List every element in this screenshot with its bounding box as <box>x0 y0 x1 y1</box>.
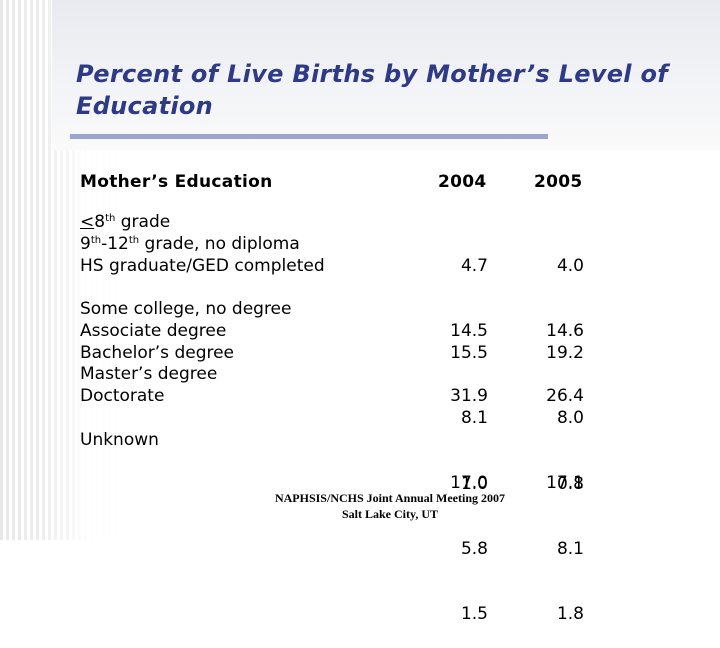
footer-meeting: NAPHSIS/NCHS Joint Annual Meeting 2007 <box>274 491 506 505</box>
header-2005: 2005 <box>534 172 583 192</box>
row-label: Master’s degree <box>80 364 218 385</box>
value-2004: 15.5 <box>450 342 488 363</box>
row-label: Some college, no degree <box>80 299 292 319</box>
header-2004: 2004 <box>438 172 487 192</box>
row-label-unknown: Unknown <box>80 430 159 450</box>
table-group-1-labels: <8th grade 9th-12th grade, no diploma HS… <box>80 212 325 277</box>
value-2005: 8.0 <box>556 407 584 428</box>
ordinal-suffix: th <box>90 234 102 246</box>
value-2005: 26.4 <box>546 386 584 407</box>
row-label: Bachelor’s degree <box>80 342 235 363</box>
value-2005: 1.8 <box>556 604 584 625</box>
row-label-hs-graduate: HS graduate/GED completed <box>80 255 325 276</box>
table-group-3-labels: Unknown <box>80 430 159 452</box>
value-2004: 31.9 <box>450 386 488 407</box>
value-2004: 1.5 <box>460 604 488 625</box>
ordinal-suffix: th <box>105 213 116 224</box>
value-2004: 17.0 <box>450 473 488 494</box>
row-label-8th-grade: <8th grade <box>80 212 171 232</box>
value-2004: 8.1 <box>460 407 488 428</box>
table-group-2-labels: Some college, no degree Associate degree… <box>80 299 291 408</box>
value-2005: 8.1 <box>556 538 584 559</box>
value-2004: 1.0 <box>460 473 488 494</box>
footer: NAPHSIS/NCHS Joint Annual Meeting 2007 S… <box>250 490 530 522</box>
header-mothers-education: Mother’s Education <box>80 172 273 192</box>
value-2004: 4.7 <box>460 255 488 276</box>
slide-title: Percent of Live Births by Mother’s Level… <box>76 60 669 120</box>
ordinal-suffix: th <box>128 234 140 246</box>
footer-location: Salt Lake City, UT <box>341 507 438 521</box>
row-label-9th-12th-grade: 9th-12th grade, no diploma <box>80 233 300 254</box>
value-2005: 17.1 <box>546 473 584 494</box>
value-2005: 14.6 <box>546 320 584 341</box>
title-panel <box>52 0 720 150</box>
value-2005: 4.0 <box>556 255 584 276</box>
value-2004: 14.5 <box>450 320 488 341</box>
table-group-3-2005: 0.8 <box>506 430 584 517</box>
table-group-1-2004: 4.7 14.5 31.9 <box>410 212 488 430</box>
title-underline-rule <box>70 134 548 139</box>
table-group-1-2005: 4.0 14.6 26.4 <box>506 212 584 430</box>
less-equal-symbol: < <box>80 212 95 232</box>
row-label: Doctorate <box>80 386 165 407</box>
value-2005: 0.8 <box>556 473 584 494</box>
value-2004: 5.8 <box>460 538 488 559</box>
row-label: Associate degree <box>80 320 227 341</box>
value-2005: 19.2 <box>546 342 584 363</box>
table-group-3-2004: 1.0 <box>410 430 488 517</box>
